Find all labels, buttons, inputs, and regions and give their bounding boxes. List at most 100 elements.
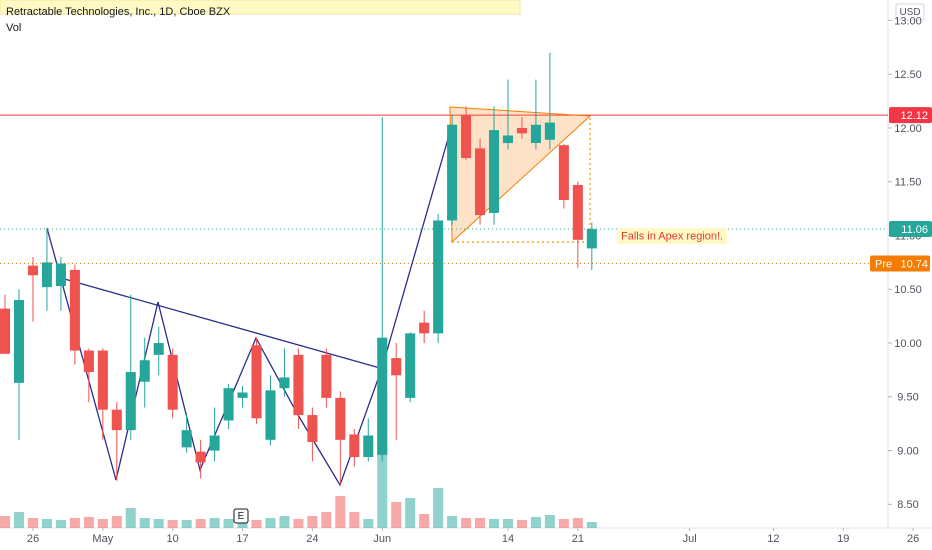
price-level-prefix: Pre (875, 258, 892, 270)
candle-body (265, 390, 276, 440)
currency: USD (899, 7, 920, 18)
x-tick-label: 12 (767, 533, 779, 545)
earnings-box[interactable] (233, 508, 249, 524)
volume-bar (195, 519, 206, 528)
volume-bar (307, 516, 318, 528)
candle-body (237, 392, 248, 398)
candle-body (55, 263, 66, 287)
candle-body (544, 122, 555, 140)
volume-bar (13, 512, 25, 528)
candle-body (572, 184, 583, 240)
volume-bar (433, 488, 444, 528)
volume-bar (502, 519, 514, 528)
candle-body (181, 430, 192, 448)
candle-body (195, 451, 206, 463)
x-tick-label: 21 (572, 533, 584, 545)
price-level-box (889, 221, 932, 238)
volume-bar (572, 518, 583, 528)
x-tick-label: Jul (683, 533, 697, 545)
volume-bar (83, 517, 94, 528)
candle-body (349, 434, 360, 458)
volume-bar (167, 520, 178, 528)
x-tick-label: May (92, 533, 113, 545)
candle-body (433, 220, 444, 334)
candle-body (488, 130, 500, 213)
volume-bar (293, 519, 304, 528)
candle-body (321, 354, 332, 398)
volume-bar (516, 520, 527, 528)
price-level-box (870, 255, 930, 272)
currency-box[interactable] (895, 3, 925, 21)
volume-bar (447, 516, 458, 528)
x-tick-label: Jun (373, 533, 391, 545)
candle-body (405, 333, 416, 398)
volume-bar (55, 520, 66, 528)
annotation: Falls in Apex region!. (621, 230, 723, 242)
apex-dotted-lines[interactable] (452, 116, 591, 243)
candle-body (0, 308, 11, 354)
volume-bar (461, 518, 472, 528)
candle-body (27, 265, 39, 276)
candle-body (209, 435, 220, 451)
volume-bar (335, 496, 346, 528)
annotation-box[interactable] (617, 228, 727, 244)
candle-body (153, 343, 164, 355)
candle-body (293, 354, 304, 416)
volume-bar (97, 519, 108, 528)
volume-bar (363, 519, 374, 528)
x-tick-label: 14 (502, 533, 514, 545)
volume-bar (488, 519, 500, 528)
volume-bar (69, 518, 80, 528)
volume-bar (111, 516, 122, 528)
y-tick-label: 13.00 (894, 15, 922, 27)
candle-body (335, 397, 346, 440)
candle-body (419, 322, 430, 334)
candle-body (391, 358, 402, 376)
candle-body (167, 354, 178, 410)
candle-body (530, 124, 541, 144)
candle-body (475, 148, 486, 216)
volume-bar (544, 515, 555, 528)
candle-body (69, 269, 80, 351)
candle-body (363, 435, 374, 458)
volume-bar (279, 516, 290, 528)
candle-body (558, 145, 569, 201)
volume-bar (349, 512, 360, 528)
y-tick-label: 10.00 (894, 338, 922, 350)
candle-body (251, 345, 262, 419)
trendline-drawing[interactable] (60, 277, 381, 369)
volume-bar (41, 519, 52, 528)
volume-bar (251, 520, 262, 528)
volume-bar (139, 518, 150, 528)
volume-bar (321, 512, 332, 528)
price-level-label: 12.12 (900, 110, 928, 122)
volume-bar (209, 518, 220, 528)
volume-bar (27, 518, 39, 528)
candle-body (279, 377, 290, 389)
volume-bar (405, 498, 416, 528)
volume-bar (181, 520, 192, 528)
y-tick-label: 11.50 (895, 177, 922, 189)
volume-bar (419, 514, 430, 528)
candle-body (97, 350, 108, 410)
volume-bar (223, 519, 234, 528)
price-level-label: 10.74 (900, 258, 928, 270)
price-level-box (889, 107, 932, 124)
y-tick-label: 9.00 (897, 445, 918, 457)
x-tick-label: 26 (27, 533, 39, 545)
candle-body (447, 124, 458, 221)
y-tick-label: 10.50 (894, 284, 922, 296)
candle-body (586, 229, 597, 249)
volume-bar (377, 395, 388, 528)
candle-body (461, 115, 472, 159)
x-tick-label: 17 (236, 533, 248, 545)
x-tick-label: 19 (837, 533, 849, 545)
candle-body (516, 127, 527, 134)
candle-body (83, 350, 94, 373)
volume-bar (153, 519, 164, 528)
candle-body (111, 409, 122, 431)
volume-bar (586, 522, 597, 528)
candle-body (502, 135, 514, 144)
zigzag-drawing[interactable] (46, 124, 453, 487)
x-tick-label: 10 (167, 533, 179, 545)
